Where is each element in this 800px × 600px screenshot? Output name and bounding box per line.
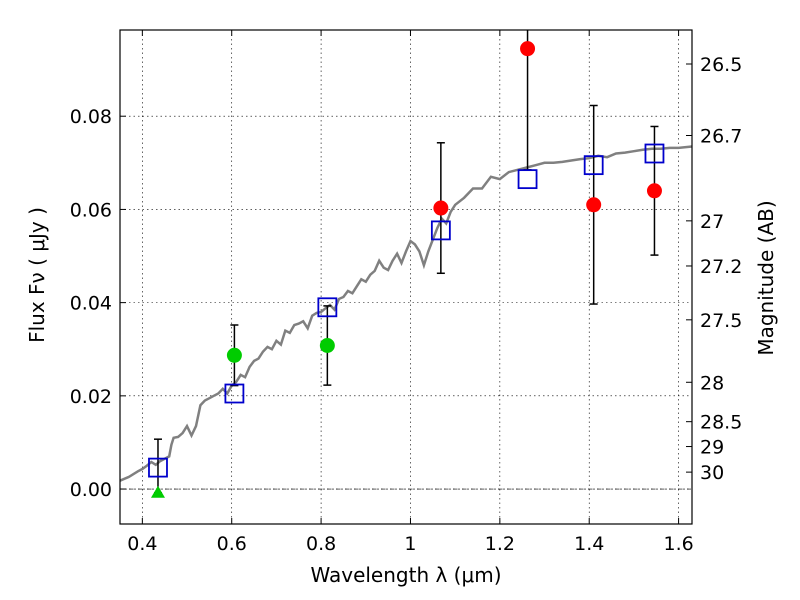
y-axis-label: Flux Fν ( μJy )	[25, 207, 49, 343]
plot-frame	[119, 29, 693, 525]
right-tick-label: 29	[700, 437, 724, 459]
observed-circle-marker	[520, 41, 536, 57]
axis-ticks	[120, 30, 692, 524]
observed-circle-marker	[319, 338, 335, 354]
x-tick-label: 1.4	[574, 533, 604, 555]
observed-circle-marker	[586, 197, 602, 213]
x-tick-label: 1	[404, 533, 416, 555]
model-square-marker	[517, 169, 538, 190]
x-tick-label: 0.8	[306, 533, 336, 555]
x-tick-label: 1.6	[663, 533, 693, 555]
model-square-marker	[644, 143, 665, 164]
model-square-marker	[148, 457, 168, 478]
right-tick-label: 27	[700, 211, 724, 233]
y-tick-label: 0.02	[70, 386, 112, 408]
y-tick-label: 0.04	[70, 293, 112, 315]
right-tick-label: 27.5	[700, 310, 742, 332]
grid	[120, 30, 692, 524]
observed-circle-marker	[226, 347, 242, 363]
right-tick-label: 26.7	[700, 126, 742, 148]
right-tick-label: 28.5	[700, 412, 742, 434]
data-markers	[148, 41, 665, 498]
upper-limit-triangle-marker	[150, 485, 165, 498]
model-square-marker	[583, 155, 604, 176]
right-tick-label: 28	[700, 372, 724, 394]
y-tick-label: 0.06	[70, 199, 112, 221]
right-tick-label: 26.5	[700, 54, 742, 76]
right-tick-label: 27.2	[700, 256, 742, 278]
model-square-marker	[430, 220, 451, 241]
tick-labels: 0.4 0.6 0.8 1 1.2 1.4 1.6 0.00 0.02 0.04 0.06 0.08 2…	[70, 54, 743, 555]
model-square-marker	[317, 297, 338, 318]
observed-circle-marker	[646, 183, 662, 199]
model-square-marker	[224, 383, 245, 404]
right-tick-label: 30	[700, 462, 724, 484]
x-tick-label: 0.4	[127, 533, 157, 555]
y-tick-label: 0.00	[70, 479, 112, 501]
x-axis-label: Wavelength λ (μm)	[310, 563, 501, 587]
x-tick-label: 1.2	[485, 533, 515, 555]
error-bars	[153, 30, 659, 494]
y-tick-label: 0.08	[70, 106, 112, 128]
observed-circle-marker	[433, 200, 449, 216]
right-axis-label: Magnitude (AB)	[754, 200, 778, 355]
sed-model-line	[119, 145, 693, 482]
x-tick-label: 0.6	[217, 533, 247, 555]
